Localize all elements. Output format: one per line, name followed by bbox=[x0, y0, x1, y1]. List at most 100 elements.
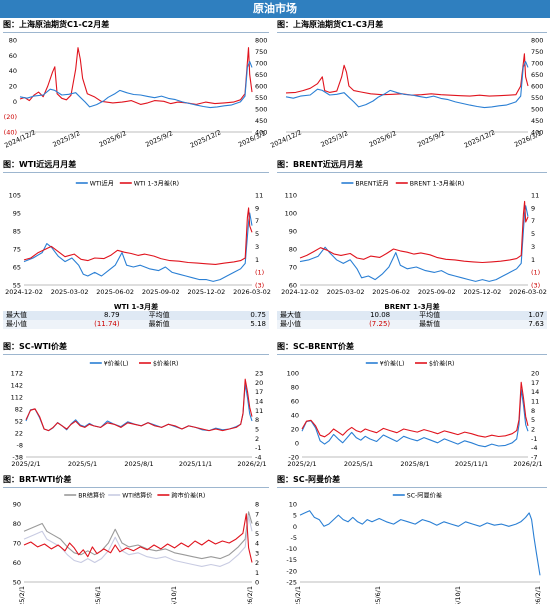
x-tick-label: 2025-06-02 bbox=[96, 288, 134, 296]
series-line bbox=[23, 207, 253, 265]
stats-label: 最小值 bbox=[277, 320, 335, 329]
y-left-tick-label: 0 bbox=[293, 523, 297, 531]
legend-label: $价差(R) bbox=[153, 359, 178, 367]
y-right-tick-label: 5 bbox=[255, 426, 259, 434]
panel-divider bbox=[277, 172, 547, 173]
stats-label: 最大值 bbox=[6, 311, 27, 319]
panel-divider bbox=[3, 487, 269, 488]
x-tick-label: 2025/5/1 bbox=[344, 460, 373, 468]
legend-label: $价差(R) bbox=[429, 359, 454, 367]
y-right-tick-label: 500 bbox=[531, 106, 543, 114]
x-tick-label: 2025/2/1 bbox=[11, 460, 40, 468]
legend-label: BR结算价 bbox=[78, 491, 105, 499]
y-left-tick-label: 85 bbox=[13, 228, 21, 236]
series-line bbox=[299, 200, 529, 264]
y-right-tick-label: 2 bbox=[255, 435, 259, 443]
legend-label: ¥价差(L) bbox=[104, 359, 129, 367]
x-tick-label: 2025/6/1 bbox=[374, 586, 382, 604]
y-left-tick-label: 60 bbox=[291, 398, 299, 406]
series-line bbox=[299, 510, 541, 576]
series-line bbox=[301, 381, 529, 438]
x-tick-label: 2025/11/1 bbox=[455, 460, 488, 468]
y-left-tick-label: 50 bbox=[13, 579, 21, 587]
stats-value: 1.07 bbox=[528, 311, 544, 319]
stats-label: 最新值 bbox=[122, 320, 225, 329]
y-right-tick-label: 3 bbox=[531, 243, 535, 251]
series-line bbox=[25, 383, 253, 432]
y-left-tick-label: 90 bbox=[289, 228, 297, 236]
y-left-tick-label: 20 bbox=[9, 83, 17, 91]
y-right-tick-label: 0 bbox=[255, 579, 259, 587]
stats-value: (7.25) bbox=[335, 320, 394, 329]
y-right-tick-label: -4 bbox=[531, 444, 537, 452]
y-right-tick-label: 7 bbox=[255, 217, 259, 225]
panel-divider bbox=[277, 32, 547, 33]
y-left-tick-label: 82 bbox=[15, 406, 23, 414]
y-right-tick-label: 3 bbox=[255, 549, 259, 557]
y-left-tick-label: 22 bbox=[15, 430, 23, 438]
y-left-tick-label: -5 bbox=[291, 534, 297, 542]
y-left-tick-label: 80 bbox=[13, 520, 21, 528]
y-right-tick-label: 11 bbox=[531, 192, 539, 200]
x-tick-label: 2025/8/1 bbox=[400, 460, 429, 468]
chart-sc-brent-spread: 100806040200-2020171411852-1-4-72025/2/1… bbox=[287, 359, 543, 468]
series-line bbox=[23, 515, 253, 567]
y-left-tick-label: 90 bbox=[13, 501, 21, 509]
y-left-tick-label: -8 bbox=[17, 442, 23, 450]
y-left-tick-label: 100 bbox=[285, 210, 297, 218]
stats-value: 7.63 bbox=[500, 320, 547, 329]
series-line bbox=[23, 511, 253, 560]
x-tick-label: 2025-12-02 bbox=[188, 288, 226, 296]
panel-title-wti-spread: 图：WTI近远月月差 bbox=[3, 160, 77, 169]
y-left-tick-label: 110 bbox=[285, 192, 297, 200]
y-left-tick-label: 52 bbox=[15, 418, 23, 426]
y-left-tick-label: 40 bbox=[9, 67, 17, 75]
x-tick-label: 2025/5/1 bbox=[68, 460, 97, 468]
stats-label: 平均值 bbox=[419, 311, 441, 319]
y-left-tick-label: (20) bbox=[4, 113, 17, 121]
x-tick-label: 2025/12/2 bbox=[463, 128, 497, 149]
x-tick-label: 2025-06-02 bbox=[372, 288, 410, 296]
y-right-tick-label: 400 bbox=[255, 129, 267, 137]
y-right-tick-label: 600 bbox=[255, 83, 267, 91]
series-line bbox=[19, 61, 253, 109]
panel-divider bbox=[3, 32, 269, 33]
y-right-tick-label: 750 bbox=[531, 48, 543, 56]
y-right-tick-label: 400 bbox=[531, 129, 543, 137]
y-right-tick-label: 800 bbox=[255, 37, 267, 45]
y-right-tick-label: (1) bbox=[255, 269, 264, 277]
y-right-tick-label: 1 bbox=[255, 569, 259, 577]
y-right-tick-label: 700 bbox=[531, 60, 543, 68]
panel-title-sc-c1c3: 图：上海原油期货C1-C3月差 bbox=[277, 20, 384, 29]
x-tick-label: 2024/12/2 bbox=[269, 128, 303, 149]
series-line bbox=[25, 378, 253, 432]
y-left-tick-label: 95 bbox=[13, 210, 21, 218]
x-tick-label: 2025-09-02 bbox=[142, 288, 180, 296]
y-right-tick-label: 6 bbox=[255, 520, 259, 528]
y-left-tick-label: 70 bbox=[13, 540, 21, 548]
y-left-tick-label: 20 bbox=[291, 426, 299, 434]
panel-divider bbox=[3, 354, 269, 355]
stats-value: 5.18 bbox=[224, 320, 269, 329]
stats-table-brent: 最大值 10.08 平均值 1.07 最小值 (7.25) 最新值 7.63 bbox=[277, 311, 547, 329]
stats-value: (11.74) bbox=[58, 320, 123, 329]
panel-divider bbox=[3, 172, 269, 173]
y-right-tick-label: 7 bbox=[255, 510, 259, 518]
x-tick-label: 2025/6/1 bbox=[94, 586, 102, 604]
stats-title-brent: BRENT 1-3月差 bbox=[384, 303, 440, 311]
y-right-tick-label: (1) bbox=[531, 269, 540, 277]
x-tick-label: 2025/11/1 bbox=[179, 460, 212, 468]
x-tick-label: 2025/2/1 bbox=[18, 586, 26, 604]
y-right-tick-label: (3) bbox=[531, 282, 540, 290]
y-right-tick-label: 700 bbox=[255, 60, 267, 68]
y-right-tick-label: -1 bbox=[255, 444, 261, 452]
panel-title-sc-brent: 图：SC-BRENT价差 bbox=[277, 342, 355, 351]
y-right-tick-label: 800 bbox=[531, 37, 543, 45]
y-left-tick-label: 172 bbox=[11, 370, 23, 378]
x-tick-label: 2026-03-02 bbox=[509, 288, 547, 296]
series-line bbox=[301, 388, 529, 448]
y-right-tick-label: 4 bbox=[255, 540, 259, 548]
x-tick-label: 2026/2/1 bbox=[246, 586, 254, 604]
y-right-tick-label: 600 bbox=[531, 83, 543, 91]
y-right-tick-label: 550 bbox=[255, 94, 267, 102]
